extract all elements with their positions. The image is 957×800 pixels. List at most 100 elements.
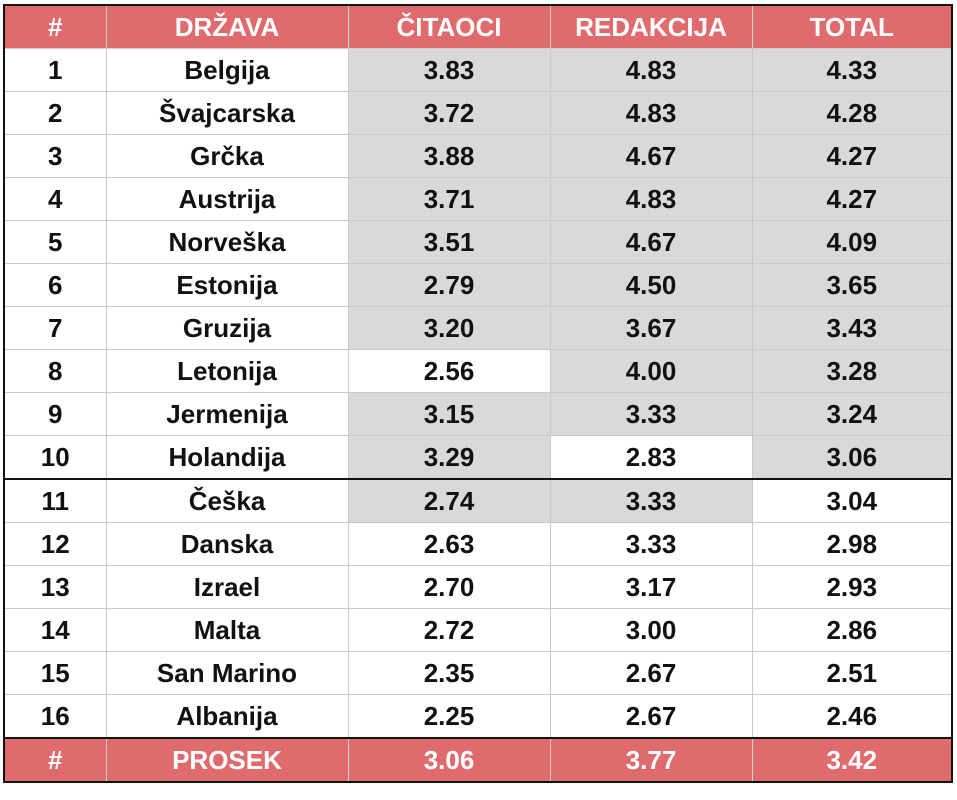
editorial-score-cell: 4.50 <box>549 263 753 307</box>
readers-score-cell: 2.25 <box>347 694 551 739</box>
rank-cell: 6 <box>3 263 107 307</box>
readers-score-cell: 2.56 <box>347 349 551 393</box>
country-cell: Albanija <box>105 694 349 739</box>
country-cell: Grčka <box>105 134 349 178</box>
editorial-score-cell: 3.00 <box>549 608 753 652</box>
total-score-cell: 4.28 <box>751 91 953 135</box>
table-row: 14 Malta 2.72 3.00 2.86 <box>3 608 953 652</box>
header-total: TOTAL <box>751 4 953 49</box>
total-score-cell: 3.06 <box>751 435 953 480</box>
average-row: # PROSEK 3.06 3.77 3.42 <box>3 737 953 783</box>
readers-score-cell: 3.20 <box>347 306 551 350</box>
country-cell: Belgija <box>105 48 349 92</box>
table-row: 12 Danska 2.63 3.33 2.98 <box>3 522 953 566</box>
rank-cell: 15 <box>3 651 107 695</box>
rank-cell: 12 <box>3 522 107 566</box>
total-score-cell: 3.65 <box>751 263 953 307</box>
total-score-cell: 3.04 <box>751 478 953 523</box>
readers-score-cell: 2.63 <box>347 522 551 566</box>
table-row: 2 Švajcarska 3.72 4.83 4.28 <box>3 91 953 135</box>
table-row: 7 Gruzija 3.20 3.67 3.43 <box>3 306 953 350</box>
total-score-cell: 2.51 <box>751 651 953 695</box>
table-row: 8 Letonija 2.56 4.00 3.28 <box>3 349 953 393</box>
editorial-score-cell: 2.67 <box>549 694 753 739</box>
rank-cell: 2 <box>3 91 107 135</box>
table-row: 15 San Marino 2.35 2.67 2.51 <box>3 651 953 695</box>
editorial-score-cell: 4.83 <box>549 177 753 221</box>
readers-score-cell: 3.88 <box>347 134 551 178</box>
editorial-score-cell: 4.00 <box>549 349 753 393</box>
average-total: 3.42 <box>751 737 953 783</box>
editorial-score-cell: 4.67 <box>549 134 753 178</box>
country-cell: Norveška <box>105 220 349 264</box>
average-label: PROSEK <box>105 737 349 783</box>
editorial-score-cell: 3.33 <box>549 392 753 436</box>
readers-score-cell: 3.15 <box>347 392 551 436</box>
editorial-score-cell: 3.67 <box>549 306 753 350</box>
total-score-cell: 3.28 <box>751 349 953 393</box>
rank-cell: 7 <box>3 306 107 350</box>
rank-cell: 10 <box>3 435 107 480</box>
editorial-score-cell: 4.67 <box>549 220 753 264</box>
total-score-cell: 3.43 <box>751 306 953 350</box>
readers-score-cell: 2.74 <box>347 478 551 523</box>
rank-cell: 14 <box>3 608 107 652</box>
rank-cell: 4 <box>3 177 107 221</box>
total-score-cell: 4.33 <box>751 48 953 92</box>
rank-cell: 16 <box>3 694 107 739</box>
rank-cell: 9 <box>3 392 107 436</box>
table-row: 9 Jermenija 3.15 3.33 3.24 <box>3 392 953 436</box>
header-num: # <box>3 4 107 49</box>
rank-cell: 5 <box>3 220 107 264</box>
rank-cell: 11 <box>3 478 107 523</box>
total-score-cell: 2.46 <box>751 694 953 739</box>
rank-cell: 8 <box>3 349 107 393</box>
table-row: 3 Grčka 3.88 4.67 4.27 <box>3 134 953 178</box>
country-cell: Gruzija <box>105 306 349 350</box>
table-row: 16 Albanija 2.25 2.67 2.46 <box>3 694 953 739</box>
results-table-container: # DRŽAVA ČITAOCI REDAKCIJA TOTAL 1 Belgi… <box>3 4 953 796</box>
total-score-cell: 2.98 <box>751 522 953 566</box>
total-score-cell: 4.27 <box>751 177 953 221</box>
country-cell: Danska <box>105 522 349 566</box>
table-row: 1 Belgija 3.83 4.83 4.33 <box>3 48 953 92</box>
table-row: 11 Češka 2.74 3.33 3.04 <box>3 478 953 523</box>
readers-score-cell: 2.70 <box>347 565 551 609</box>
total-score-cell: 4.09 <box>751 220 953 264</box>
readers-score-cell: 3.71 <box>347 177 551 221</box>
header-country: DRŽAVA <box>105 4 349 49</box>
table-row: 10 Holandija 3.29 2.83 3.06 <box>3 435 953 480</box>
editorial-score-cell: 4.83 <box>549 48 753 92</box>
rank-cell: 1 <box>3 48 107 92</box>
table-row: 5 Norveška 3.51 4.67 4.09 <box>3 220 953 264</box>
header-readers: ČITAOCI <box>347 4 551 49</box>
editorial-score-cell: 3.33 <box>549 522 753 566</box>
header-row: # DRŽAVA ČITAOCI REDAKCIJA TOTAL <box>3 4 953 49</box>
footer-num: # <box>3 737 107 783</box>
country-cell: Izrael <box>105 565 349 609</box>
table-row: 13 Izrael 2.70 3.17 2.93 <box>3 565 953 609</box>
results-table: # DRŽAVA ČITAOCI REDAKCIJA TOTAL 1 Belgi… <box>3 4 953 783</box>
readers-score-cell: 3.51 <box>347 220 551 264</box>
editorial-score-cell: 2.83 <box>549 435 753 480</box>
table-row: 6 Estonija 2.79 4.50 3.65 <box>3 263 953 307</box>
editorial-score-cell: 3.33 <box>549 478 753 523</box>
country-cell: Švajcarska <box>105 91 349 135</box>
readers-score-cell: 2.35 <box>347 651 551 695</box>
total-score-cell: 2.93 <box>751 565 953 609</box>
total-score-cell: 4.27 <box>751 134 953 178</box>
header-editorial: REDAKCIJA <box>549 4 753 49</box>
table-row: 4 Austrija 3.71 4.83 4.27 <box>3 177 953 221</box>
total-score-cell: 2.86 <box>751 608 953 652</box>
country-cell: San Marino <box>105 651 349 695</box>
average-editorial: 3.77 <box>549 737 753 783</box>
rank-cell: 3 <box>3 134 107 178</box>
editorial-score-cell: 3.17 <box>549 565 753 609</box>
average-readers: 3.06 <box>347 737 551 783</box>
country-cell: Jermenija <box>105 392 349 436</box>
readers-score-cell: 2.79 <box>347 263 551 307</box>
total-score-cell: 3.24 <box>751 392 953 436</box>
country-cell: Austrija <box>105 177 349 221</box>
readers-score-cell: 3.72 <box>347 91 551 135</box>
country-cell: Malta <box>105 608 349 652</box>
